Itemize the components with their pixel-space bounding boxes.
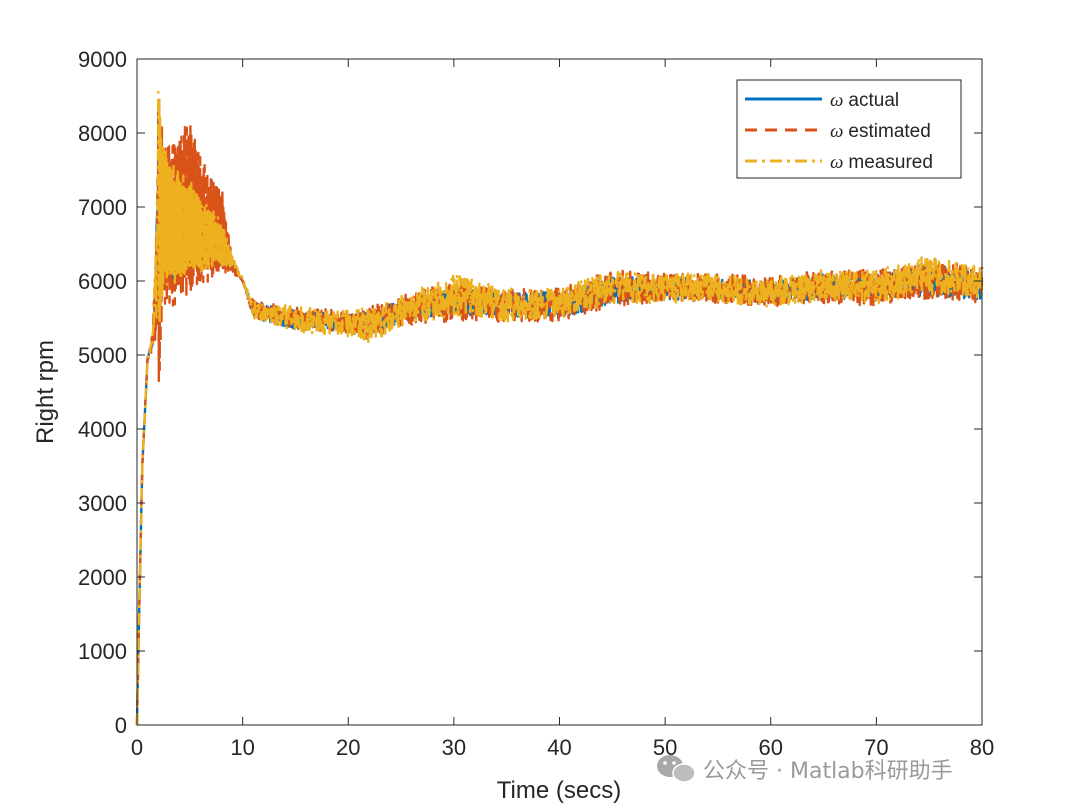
series-line-measured bbox=[135, 90, 984, 726]
legend-label-estimated: estimated bbox=[848, 121, 930, 142]
legend-label-measured: measured bbox=[848, 152, 933, 173]
x-tick-label: 10 bbox=[230, 735, 254, 760]
watermark-text: 公众号 · Matlab科研助手 bbox=[703, 759, 953, 784]
ticks-layer: 0 10 20 30 40 50 60 70 8001000200030004000500060… bbox=[78, 47, 994, 760]
y-tick-label: 0 bbox=[115, 713, 127, 738]
x-tick-label: 60 bbox=[759, 735, 783, 760]
x-tick-label: 30 bbox=[442, 735, 466, 760]
legend-entry-measured: ω measured bbox=[830, 152, 933, 173]
legend: ω actual ω estimated ω measured bbox=[736, 79, 962, 179]
y-tick-label: 1000 bbox=[78, 639, 127, 664]
y-tick-label: 6000 bbox=[78, 269, 127, 294]
y-tick-label: 5000 bbox=[78, 343, 127, 368]
y-axis-label: Right rpm bbox=[32, 340, 59, 444]
y-tick-label: 7000 bbox=[78, 195, 127, 220]
legend-label-actual: actual bbox=[848, 90, 899, 111]
series-layer bbox=[135, 90, 984, 726]
legend-entry-estimated: ω estimated bbox=[830, 121, 931, 142]
x-tick-label: 40 bbox=[547, 735, 571, 760]
x-tick-label: 0 bbox=[131, 735, 143, 760]
y-tick-label: 2000 bbox=[78, 565, 127, 590]
legend-omega-symbol: ω bbox=[830, 90, 843, 111]
y-tick-label: 4000 bbox=[78, 417, 127, 442]
wechat-icon bbox=[657, 755, 696, 783]
x-axis-label: Time (secs) bbox=[497, 777, 621, 804]
watermark: 公众号 · Matlab科研助手 bbox=[657, 755, 953, 784]
legend-omega-symbol: ω bbox=[830, 121, 843, 142]
y-tick-label: 9000 bbox=[78, 47, 127, 72]
legend-entry-actual: ω actual bbox=[830, 90, 899, 111]
y-tick-label: 8000 bbox=[78, 121, 127, 146]
x-tick-label: 20 bbox=[336, 735, 360, 760]
legend-omega-symbol: ω bbox=[830, 152, 843, 173]
y-tick-label: 3000 bbox=[78, 491, 127, 516]
x-tick-label: 80 bbox=[970, 735, 994, 760]
x-tick-label: 70 bbox=[864, 735, 888, 760]
